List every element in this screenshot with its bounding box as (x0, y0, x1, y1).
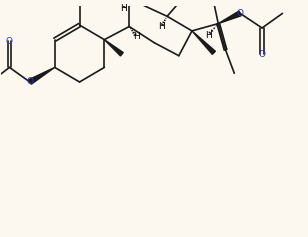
Text: O: O (258, 50, 265, 59)
Text: H: H (158, 22, 165, 31)
Polygon shape (104, 40, 123, 56)
Text: O: O (6, 37, 13, 46)
Text: H: H (133, 32, 140, 41)
Polygon shape (29, 67, 55, 84)
Text: O: O (26, 77, 33, 87)
Polygon shape (218, 11, 241, 24)
Text: H: H (120, 5, 127, 14)
Text: H: H (205, 31, 211, 40)
Polygon shape (192, 31, 215, 54)
Text: O: O (237, 9, 244, 18)
